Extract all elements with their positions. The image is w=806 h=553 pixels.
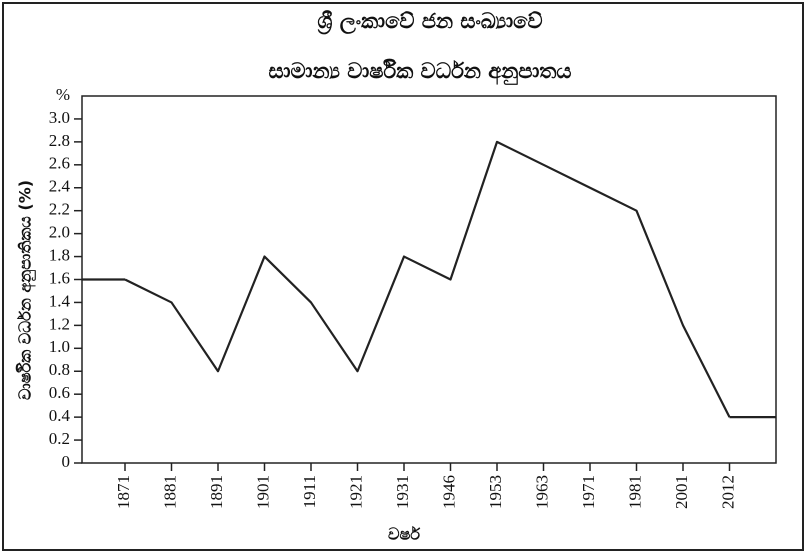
x-tick-label: 1946 <box>439 475 458 509</box>
plot-frame <box>81 95 777 464</box>
y-tick-label: 3.0 <box>49 108 70 127</box>
y-tick-label: 1.0 <box>49 337 70 356</box>
y-tick-label: 0.8 <box>49 360 70 379</box>
y-tick-label: 0.2 <box>49 429 70 448</box>
x-tick-label: 1971 <box>579 475 598 509</box>
x-tick-label: 1891 <box>207 475 226 509</box>
x-tick-label: 1981 <box>625 475 644 509</box>
x-tick-label: 1911 <box>300 475 319 508</box>
y-tick-label: 0 <box>62 452 71 471</box>
x-tick-label: 2001 <box>672 475 691 509</box>
x-tick-label: 1871 <box>114 475 133 509</box>
x-tick-label: 1901 <box>253 475 272 509</box>
y-unit: % <box>56 85 70 104</box>
y-tick-label: 1.8 <box>49 245 70 264</box>
x-axis-title: වර්ෂ <box>388 525 420 544</box>
x-tick-label: 1881 <box>160 475 179 509</box>
x-tick-label: 2012 <box>718 475 737 509</box>
x-tick-label: 1931 <box>393 475 412 509</box>
y-tick-label: 1.4 <box>49 291 71 310</box>
y-tick-label: 2.0 <box>49 223 70 242</box>
y-tick-label: 2.4 <box>49 177 71 196</box>
y-tick-label: 2.8 <box>49 131 70 150</box>
x-tick-label: 1921 <box>346 475 365 509</box>
data-line <box>124 140 731 418</box>
x-tick-label: 1963 <box>532 475 551 509</box>
chart-subtitle: සාමාන්‍ය වාර්ෂික වර්ධන අනුපාතය <box>268 59 571 86</box>
y-axis-title: වාර්ෂික වර්ධන අනුපාතිකය (%) <box>16 180 37 400</box>
y-tick-label: 1.2 <box>49 314 70 333</box>
chart-title: ශ්‍රී ලංකාවේ ජන සංඛ්‍යාවේ <box>317 9 542 35</box>
y-tick-label: 0.6 <box>49 383 70 402</box>
y-tick-label: 2.2 <box>49 200 70 219</box>
y-tick-label: 2.6 <box>49 154 70 173</box>
y-tick-label: 0.4 <box>49 406 71 425</box>
x-tick-label: 1953 <box>486 475 505 509</box>
y-tick-label: 1.6 <box>49 268 70 287</box>
